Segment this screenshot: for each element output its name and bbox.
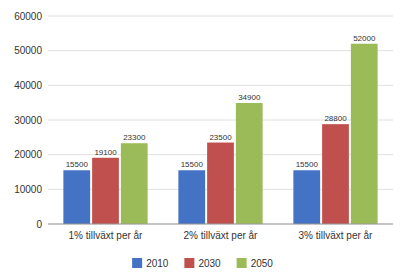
data-label: 52000 — [353, 34, 376, 43]
data-labels: 15500 15500 15500 19100 23500 28800 23300 34900… — [66, 34, 376, 170]
chart-container: 0100002000030000400005000060000155001550… — [0, 0, 405, 280]
grid-line — [48, 85, 393, 86]
data-label: 28800 — [324, 114, 347, 123]
x-axis-line — [48, 224, 393, 225]
grid-line — [48, 16, 393, 17]
y-tick-label: 10000 — [14, 184, 42, 195]
x-tick-label: 2% tillväxt per år — [184, 230, 259, 241]
legend-swatch — [237, 258, 247, 268]
data-label: 15500 — [181, 160, 204, 169]
legend-label: 2030 — [198, 258, 221, 269]
bar — [178, 170, 205, 224]
chart-svg: 0100002000030000400005000060000155001550… — [0, 0, 405, 280]
grid-line — [48, 224, 393, 225]
y-tick-label: 50000 — [14, 45, 42, 56]
bar — [63, 170, 90, 224]
y-tick-label: 20000 — [14, 149, 42, 160]
bar — [121, 143, 148, 224]
y-tick-label: 30000 — [14, 115, 42, 126]
bar — [207, 143, 234, 224]
legend-swatch — [184, 258, 194, 268]
data-label: 23500 — [209, 133, 232, 142]
data-label: 34900 — [238, 93, 261, 102]
bar — [236, 103, 263, 224]
legend-item: 2030 — [184, 258, 221, 269]
legend-label: 2010 — [146, 258, 169, 269]
y-tick-label: 0 — [36, 219, 42, 230]
bar — [322, 124, 349, 224]
y-tick-label: 60000 — [14, 11, 42, 22]
bar — [293, 170, 320, 224]
bars — [63, 44, 377, 224]
bar — [92, 158, 119, 224]
legend-item: 2010 — [132, 258, 169, 269]
legend-swatch — [132, 258, 142, 268]
legend-label: 2050 — [251, 258, 274, 269]
y-tick-label: 40000 — [14, 80, 42, 91]
bar — [351, 44, 378, 224]
legend-item: 2050 — [237, 258, 274, 269]
data-label: 19100 — [94, 148, 117, 157]
legend: 2010 2030 2050 — [132, 258, 273, 269]
data-label: 15500 — [296, 160, 319, 169]
data-label: 15500 — [66, 160, 89, 169]
x-tick-label: 3% tillväxt per år — [299, 230, 374, 241]
data-label: 23300 — [123, 133, 146, 142]
grid — [48, 16, 393, 224]
grid-line — [48, 50, 393, 51]
x-tick-label: 1% tillväxt per år — [69, 230, 144, 241]
